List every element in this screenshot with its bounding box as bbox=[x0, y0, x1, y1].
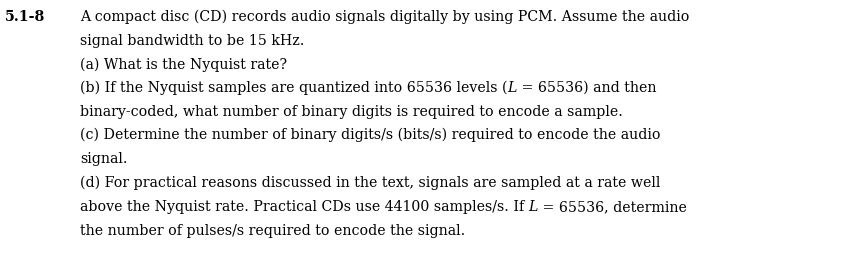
Text: above the Nyquist rate. Practical CDs use 44100 samples/s. If: above the Nyquist rate. Practical CDs us… bbox=[80, 200, 529, 214]
Text: = 65536) and then: = 65536) and then bbox=[517, 81, 656, 95]
Text: L: L bbox=[529, 200, 538, 214]
Text: (a) What is the Nyquist rate?: (a) What is the Nyquist rate? bbox=[80, 58, 287, 72]
Text: signal bandwidth to be 15 kHz.: signal bandwidth to be 15 kHz. bbox=[80, 34, 304, 48]
Text: = 65536, determine: = 65536, determine bbox=[538, 200, 687, 214]
Text: (c) Determine the number of binary digits/s (bits/s) required to encode the audi: (c) Determine the number of binary digit… bbox=[80, 128, 661, 142]
Text: the number of pulses/s required to encode the signal.: the number of pulses/s required to encod… bbox=[80, 224, 465, 238]
Text: (b) If the Nyquist samples are quantized into 65536 levels (: (b) If the Nyquist samples are quantized… bbox=[80, 81, 507, 95]
Text: binary-coded, what number of binary digits is required to encode a sample.: binary-coded, what number of binary digi… bbox=[80, 105, 623, 119]
Text: signal.: signal. bbox=[80, 152, 127, 166]
Text: A compact disc (CD) records audio signals digitally by using PCM. Assume the aud: A compact disc (CD) records audio signal… bbox=[80, 10, 689, 24]
Text: L: L bbox=[507, 81, 517, 95]
Text: (d) For practical reasons discussed in the text, signals are sampled at a rate w: (d) For practical reasons discussed in t… bbox=[80, 176, 660, 190]
Text: 5.1-8: 5.1-8 bbox=[5, 10, 46, 24]
